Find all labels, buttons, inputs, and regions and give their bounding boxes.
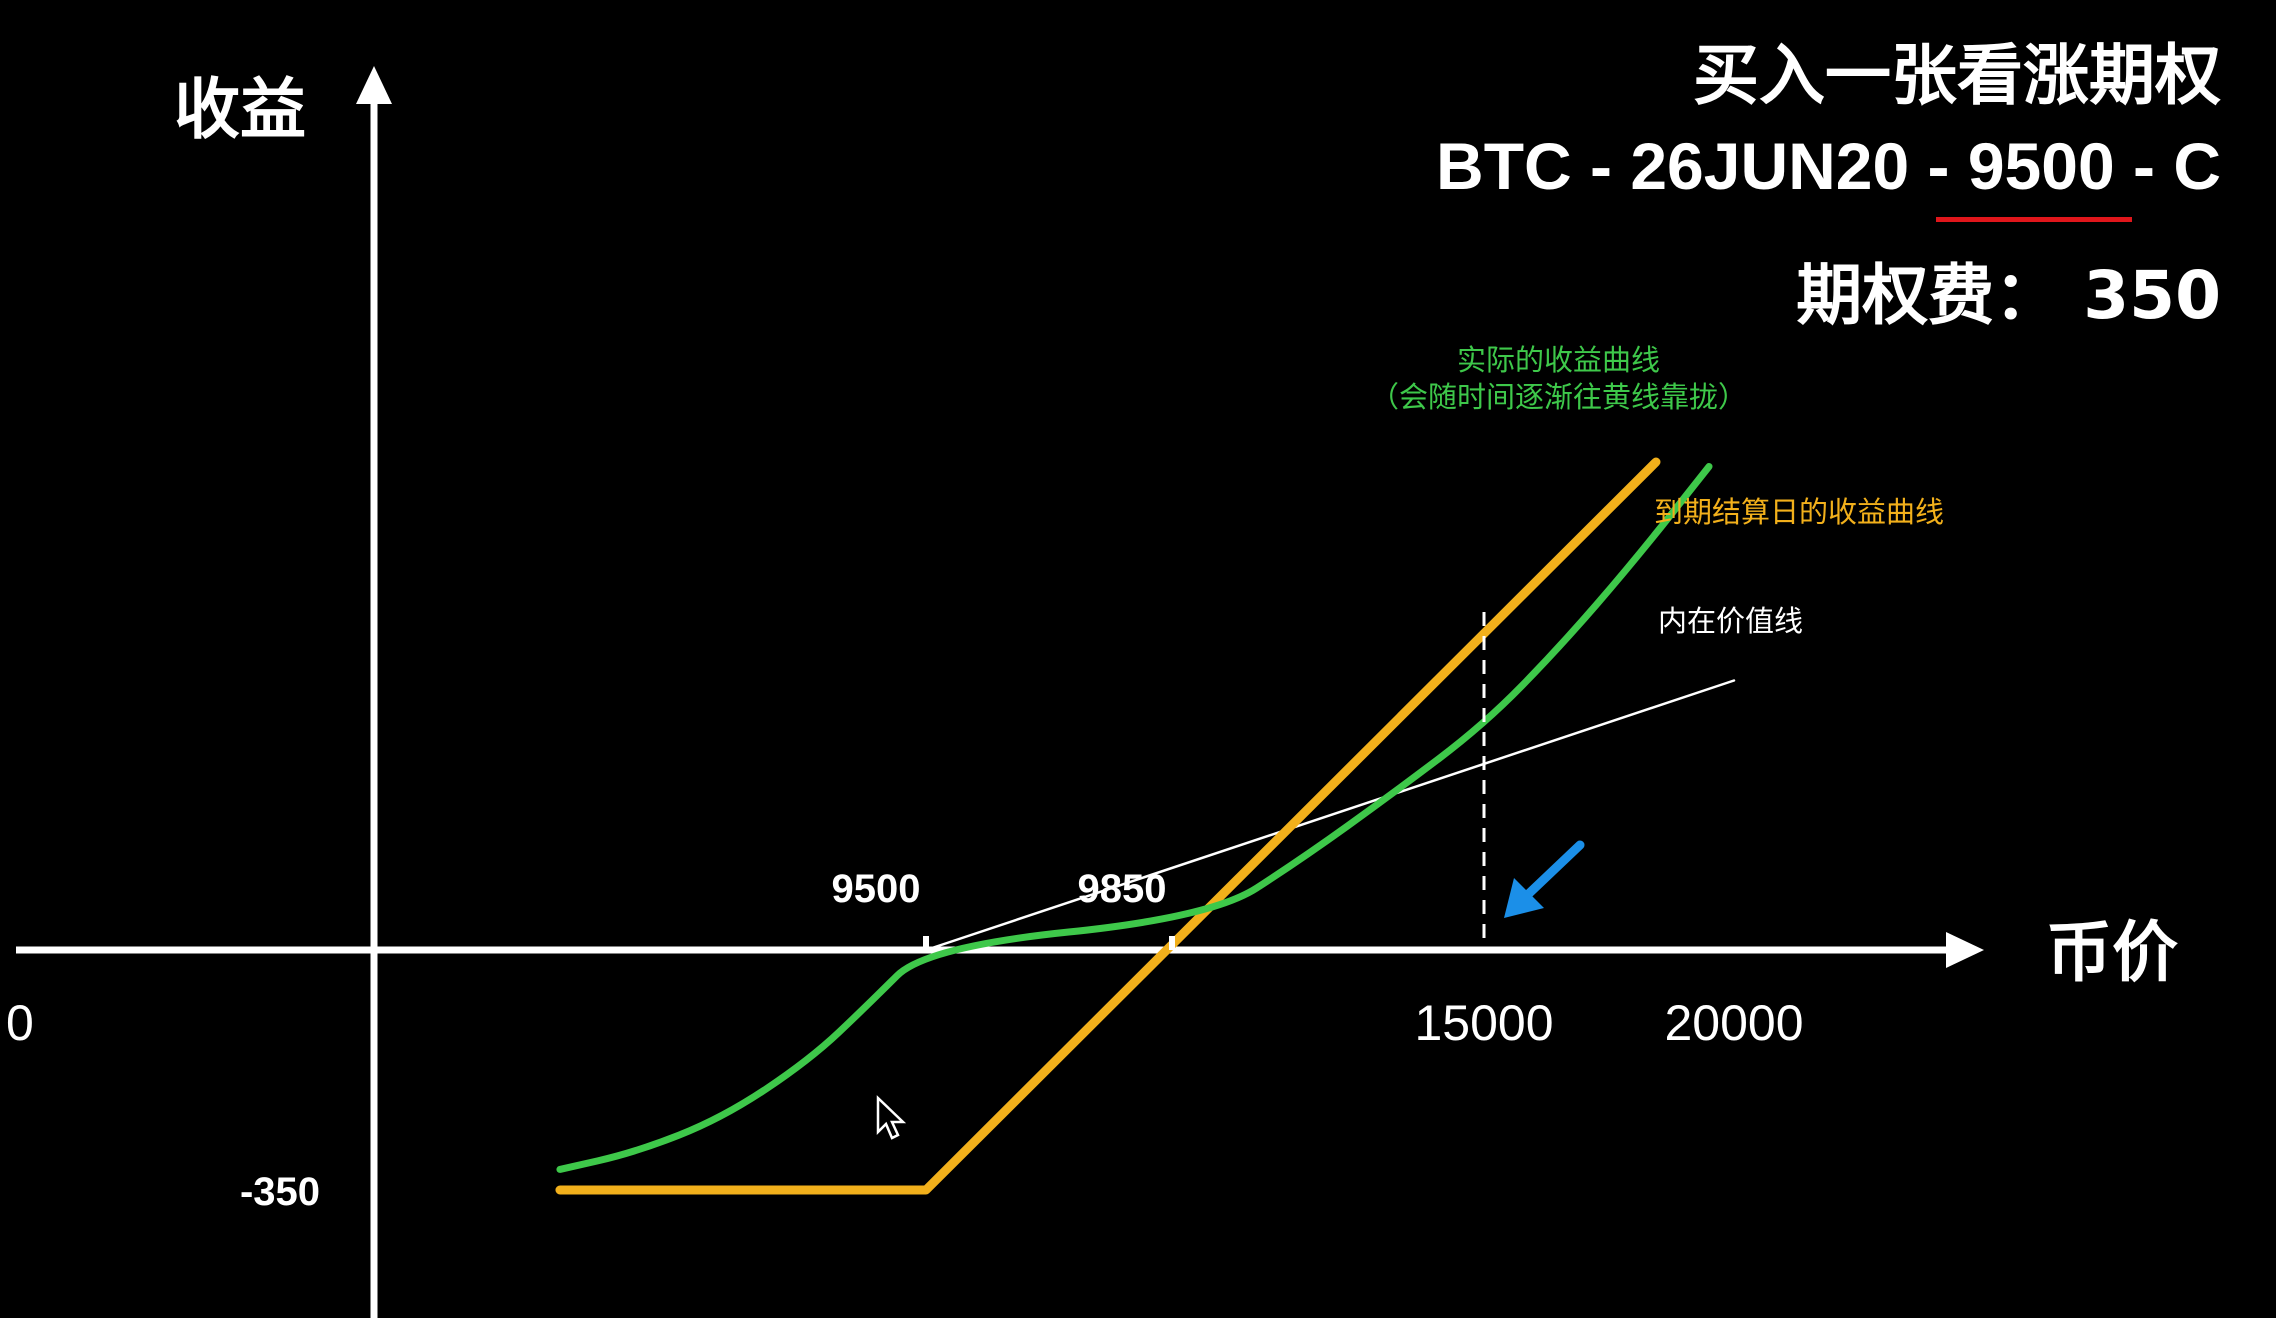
x-tick-mark xyxy=(1169,936,1175,950)
actual-series-line xyxy=(556,463,1713,1173)
blue-arrow-icon xyxy=(1515,840,1585,907)
x-axis-label: 币价 xyxy=(2046,914,2178,991)
x-tick-label: 15000 xyxy=(1414,995,1553,1051)
y-tick-label: -350 xyxy=(240,1170,320,1214)
x-tick-label: 9850 xyxy=(1078,867,1167,911)
x-tick-label: 9500 xyxy=(832,867,921,911)
mouse-cursor-icon xyxy=(876,1095,907,1140)
chart-title: 买入一张看涨期权 xyxy=(1693,37,2221,114)
expiry-series-line xyxy=(555,457,1661,1195)
intrinsic-line-annotation: 内在价值线 xyxy=(1658,604,1804,638)
premium-label: 期权费： 350 xyxy=(1796,257,2221,334)
actual-curve-note: （会随时间逐渐往黄线靠拢） xyxy=(1370,380,1748,414)
x-tick-label: 20000 xyxy=(1664,995,1803,1051)
actual-curve-label: 实际的收益曲线 xyxy=(1457,343,1661,377)
blue-arrowhead-icon xyxy=(1504,878,1544,918)
expiry-curve-annotation: 到期结算日的收益曲线 xyxy=(1654,495,1945,529)
contract-code: BTC - 26JUN20 - 9500 - C xyxy=(1436,128,2221,204)
y-axis-arrowhead xyxy=(356,66,392,104)
contract-strike: 9500 xyxy=(1967,129,2115,203)
actual-curve-annotation: 实际的收益曲线 （会随时间逐渐往黄线靠拢） xyxy=(1370,342,1747,416)
intrinsic-series-line xyxy=(924,679,1736,952)
x-axis-arrowhead xyxy=(1946,932,1984,968)
y-axis-label: 收益 xyxy=(174,71,306,148)
strike-underline xyxy=(1936,217,2132,222)
x-tick-mark xyxy=(923,936,929,950)
x-origin-label: 0 xyxy=(6,995,34,1051)
contract-prefix: BTC - 26JUN20 - xyxy=(1436,129,1968,203)
contract-suffix: - C xyxy=(2114,129,2221,203)
